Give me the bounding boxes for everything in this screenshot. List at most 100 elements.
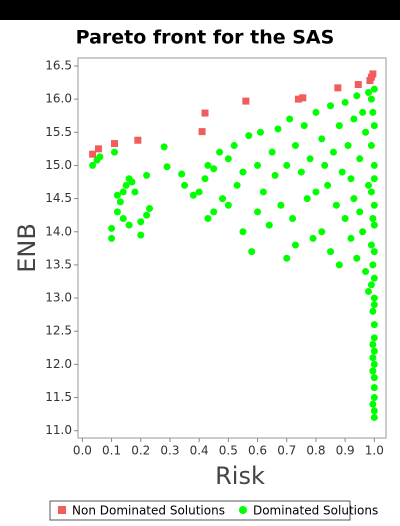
point <box>309 234 317 242</box>
point <box>297 168 305 176</box>
plot-area <box>89 70 378 421</box>
point <box>370 175 378 183</box>
y-tick-label: 14.0 <box>45 224 72 238</box>
point <box>108 224 116 232</box>
point <box>353 92 361 100</box>
point <box>204 161 212 169</box>
point <box>362 268 370 276</box>
point <box>370 85 378 93</box>
point <box>108 234 116 242</box>
point <box>94 145 102 153</box>
point <box>265 221 273 229</box>
point <box>245 132 253 140</box>
point <box>327 102 335 110</box>
point <box>306 155 314 163</box>
point <box>367 188 375 196</box>
point <box>370 347 378 355</box>
point <box>201 175 209 183</box>
point <box>224 155 232 163</box>
point <box>370 394 378 402</box>
point <box>370 301 378 309</box>
point <box>344 142 352 150</box>
point <box>362 128 370 136</box>
y-tick-label: 13.5 <box>45 257 72 271</box>
point <box>119 214 127 222</box>
point <box>321 161 329 169</box>
point <box>271 171 279 179</box>
point <box>370 248 378 256</box>
point <box>370 122 378 130</box>
point <box>370 374 378 382</box>
point <box>131 188 139 196</box>
y-tick-label: 12.0 <box>45 357 72 371</box>
point <box>110 140 118 148</box>
point <box>341 98 349 106</box>
point <box>347 234 355 242</box>
point <box>369 367 377 375</box>
point <box>277 201 285 209</box>
point <box>370 274 378 282</box>
legend-marker <box>238 506 247 514</box>
y-tick-label: 12.5 <box>45 324 72 338</box>
point <box>116 198 124 206</box>
point <box>268 148 276 156</box>
point <box>254 208 262 216</box>
point <box>283 254 291 262</box>
y-tick-label: 14.5 <box>45 191 72 205</box>
point <box>370 384 378 392</box>
point <box>312 188 320 196</box>
point <box>300 122 308 130</box>
y-tick-label: 11.0 <box>45 423 72 437</box>
legend-label: Non Dominated Solutions <box>72 504 225 518</box>
chart-title: Pareto front for the SAS <box>76 27 335 49</box>
point <box>96 153 104 161</box>
point <box>219 195 227 203</box>
point <box>189 191 197 199</box>
y-tick-label: 16.5 <box>45 58 72 72</box>
legend-marker <box>58 506 66 514</box>
x-tick-label: 0.6 <box>248 444 267 458</box>
point <box>125 221 133 229</box>
point <box>137 218 145 226</box>
point <box>128 178 136 186</box>
point <box>370 334 378 342</box>
x-tick-label: 0.0 <box>73 444 92 458</box>
point <box>369 340 377 348</box>
point <box>254 161 262 169</box>
point <box>341 214 349 222</box>
point <box>370 360 378 368</box>
point <box>233 181 241 189</box>
plot-frame <box>77 57 387 439</box>
point <box>356 208 364 216</box>
point <box>195 188 203 196</box>
x-tick-label: 0.3 <box>160 444 179 458</box>
point <box>347 175 355 183</box>
point <box>146 205 154 213</box>
point <box>291 142 299 150</box>
point <box>369 400 377 408</box>
point <box>201 109 209 117</box>
point <box>318 135 326 143</box>
point <box>143 211 151 219</box>
point <box>370 294 378 302</box>
point <box>143 171 151 179</box>
point <box>367 281 375 289</box>
point <box>216 148 224 156</box>
y-tick-label: 11.5 <box>45 390 72 404</box>
point <box>294 95 302 103</box>
point <box>204 214 212 222</box>
point <box>369 214 377 222</box>
point <box>350 195 358 203</box>
x-tick-label: 0.2 <box>131 444 150 458</box>
point <box>359 108 367 116</box>
point <box>283 161 291 169</box>
point <box>370 221 378 229</box>
y-tick-label: 15.5 <box>45 125 72 139</box>
point <box>350 115 358 123</box>
point <box>370 201 378 209</box>
point <box>367 142 375 150</box>
point <box>369 354 377 362</box>
x-axis-label: Risk <box>215 462 265 490</box>
x-tick-label: 0.9 <box>336 444 355 458</box>
point <box>178 170 186 178</box>
